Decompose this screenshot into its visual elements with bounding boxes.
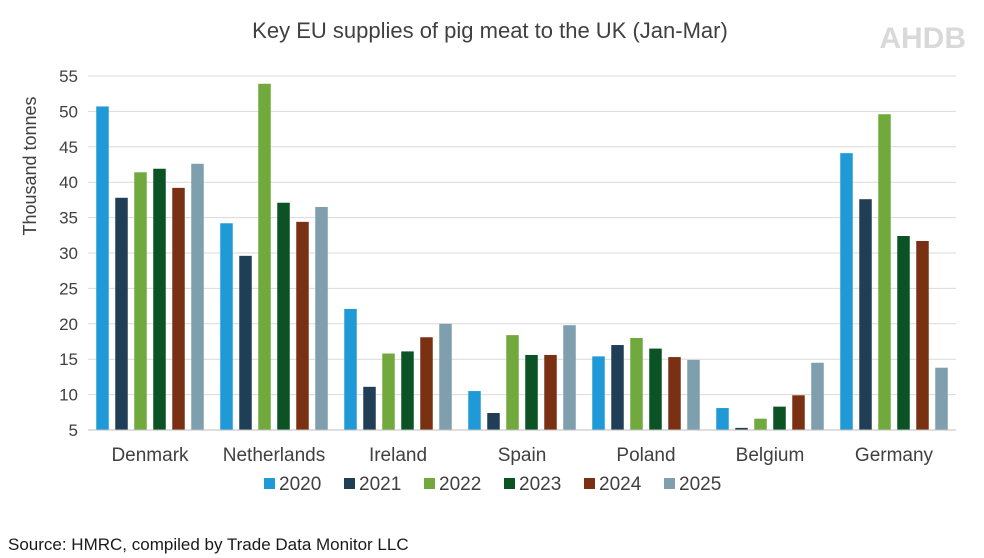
bar-netherlands-2021	[239, 255, 252, 430]
legend-swatch-2024	[584, 478, 595, 489]
bar-ireland-2022	[382, 353, 395, 430]
legend-label-2025: 2025	[679, 474, 721, 495]
y-tick-label: 50	[59, 102, 78, 121]
bar-poland-2021	[611, 345, 624, 430]
bar-poland-2020	[592, 356, 605, 430]
bar-ireland-2020	[344, 308, 357, 430]
bar-germany-2025	[935, 367, 948, 430]
category-label: Germany	[855, 445, 934, 466]
bar-poland-2025	[687, 359, 700, 430]
bar-denmark-2025	[191, 163, 204, 431]
bar-spain-2021	[487, 413, 500, 430]
y-tick-label: 15	[59, 350, 78, 369]
bar-belgium-2024	[792, 395, 805, 430]
legend-swatch-2022	[424, 478, 435, 489]
y-tick-label: 45	[59, 138, 78, 157]
bar-germany-2023	[897, 236, 910, 430]
bar-denmark-2023	[153, 168, 166, 431]
bar-ireland-2021	[363, 386, 376, 430]
bar-spain-2020	[468, 391, 481, 430]
bar-belgium-2025	[811, 362, 824, 430]
bar-ireland-2023	[401, 351, 414, 430]
bar-denmark-2021	[115, 197, 128, 430]
bar-germany-2020	[840, 153, 853, 430]
legend-label-2020: 2020	[279, 474, 321, 495]
category-label: Netherlands	[223, 445, 325, 466]
category-label: Poland	[616, 445, 675, 466]
y-tick-label: 55	[59, 67, 78, 86]
y-tick-label: 40	[59, 173, 78, 192]
bar-denmark-2022	[134, 172, 147, 430]
bar-germany-2022	[878, 114, 891, 431]
bar-spain-2025	[563, 325, 576, 430]
bar-poland-2024	[668, 357, 681, 430]
bar-ireland-2025	[439, 323, 452, 430]
ahdb-logo: AHDB	[879, 22, 966, 55]
category-labels: Denmark Netherlands Ireland Spain Poland Belg…	[111, 445, 933, 466]
source-note: Source: HMRC, compiled by Trade Data Mon…	[8, 535, 409, 554]
bar-germany-2024	[916, 240, 929, 430]
bars	[96, 83, 948, 431]
bar-ireland-2024	[420, 337, 433, 430]
gridlines	[88, 75, 956, 396]
bar-spain-2023	[525, 354, 538, 430]
legend-label-2022: 2022	[439, 474, 481, 495]
bar-netherlands-2025	[315, 206, 328, 430]
category-label: Ireland	[369, 445, 427, 466]
y-tick-label: 25	[59, 279, 78, 298]
bar-germany-2021	[859, 199, 872, 430]
bar-netherlands-2024	[296, 221, 309, 430]
category-label: Denmark	[111, 445, 189, 466]
legend-label-2023: 2023	[519, 474, 561, 495]
chart-title: Key EU supplies of pig meat to the UK (J…	[252, 18, 728, 43]
legend-swatch-2021	[344, 478, 355, 489]
legend-label-2024: 2024	[599, 474, 642, 495]
legend-swatch-2023	[504, 478, 515, 489]
y-tick-label: 35	[59, 209, 78, 228]
legend: 2020 2021 2022 2023 2024 2025	[264, 474, 721, 495]
bar-poland-2023	[649, 348, 662, 430]
bar-belgium-2023	[773, 406, 786, 430]
y-tick-labels: 5 10 15 20 25 30 35 40 45 50 55	[59, 67, 78, 440]
bar-netherlands-2020	[220, 223, 233, 430]
bar-netherlands-2023	[277, 202, 290, 430]
y-tick-label: 30	[59, 244, 78, 263]
y-tick-label: 20	[59, 315, 78, 334]
bar-netherlands-2022	[258, 83, 271, 431]
category-label: Spain	[498, 445, 547, 466]
category-label: Belgium	[736, 445, 805, 466]
legend-swatch-2025	[664, 478, 675, 489]
y-tick-label: 5	[69, 421, 78, 440]
y-tick-label: 10	[59, 386, 78, 405]
y-axis-label: Thousand tonnes	[20, 96, 40, 235]
legend-swatch-2020	[264, 478, 275, 489]
bar-spain-2022	[506, 335, 519, 430]
bar-poland-2022	[630, 337, 643, 430]
bar-belgium-2021	[735, 427, 748, 430]
bar-denmark-2020	[96, 106, 109, 430]
legend-label-2021: 2021	[359, 474, 401, 495]
bar-belgium-2022	[754, 418, 767, 430]
bar-chart: Key EU supplies of pig meat to the UK (J…	[20, 18, 966, 495]
bar-spain-2024	[544, 354, 557, 430]
bar-belgium-2020	[716, 408, 729, 430]
bar-denmark-2024	[172, 187, 185, 430]
